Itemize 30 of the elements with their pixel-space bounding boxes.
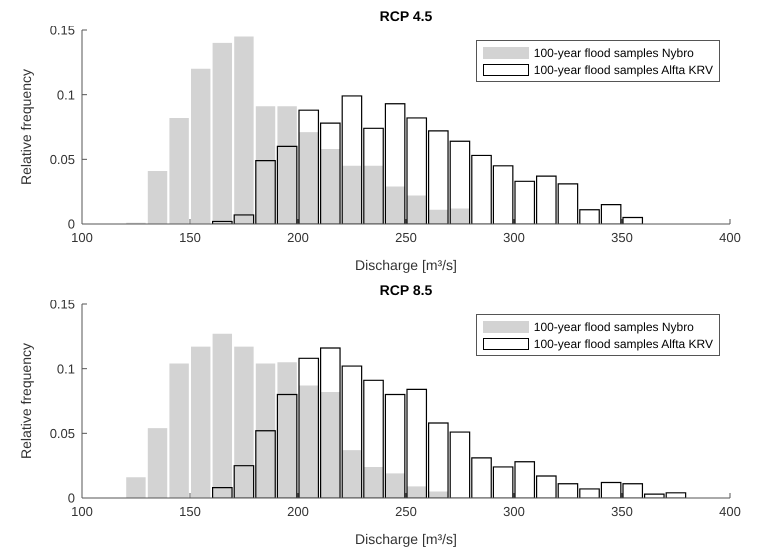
x-tick-label: 150 (179, 230, 201, 246)
y-tick-label: 0.05 (50, 426, 75, 441)
x-tick-label: 350 (611, 230, 633, 246)
x-tick-label: 250 (395, 504, 417, 520)
y-tick-label: 0.05 (50, 152, 75, 167)
legend-label: 100-year flood samples Alfta KRV (534, 62, 713, 76)
y-axis-title: Relative frequency (18, 343, 34, 459)
y-tick-label: 0.1 (56, 361, 75, 376)
x-tick-label: 250 (395, 230, 417, 246)
legend-label: 100-year flood samples Nybro (534, 46, 694, 60)
legend-label: 100-year flood samples Nybro (534, 320, 694, 334)
chart-title: RCP 8.5 (380, 282, 432, 298)
x-tick-label: 100 (71, 504, 93, 520)
x-tick-label: 200 (287, 230, 309, 246)
y-axis-title: Relative frequency (18, 69, 34, 185)
y-tick-label: 0.1 (56, 87, 75, 102)
x-tick-label: 200 (287, 504, 309, 520)
x-tick-label: 400 (719, 230, 741, 246)
chart-title: RCP 4.5 (380, 8, 432, 24)
x-tick-label: 150 (179, 504, 201, 520)
x-axis-title: Discharge [m³/s] (355, 531, 457, 547)
y-tick-label: 0 (68, 490, 75, 506)
y-tick-label: 0 (68, 216, 75, 232)
x-tick-label: 350 (611, 504, 633, 520)
x-tick-label: 100 (71, 230, 93, 246)
legend-label: 100-year flood samples Alfta KRV (534, 336, 713, 350)
x-axis-title: Discharge [m³/s] (355, 257, 457, 273)
x-tick-label: 300 (503, 230, 525, 246)
x-tick-label: 300 (503, 504, 525, 520)
x-tick-label: 400 (719, 504, 741, 520)
